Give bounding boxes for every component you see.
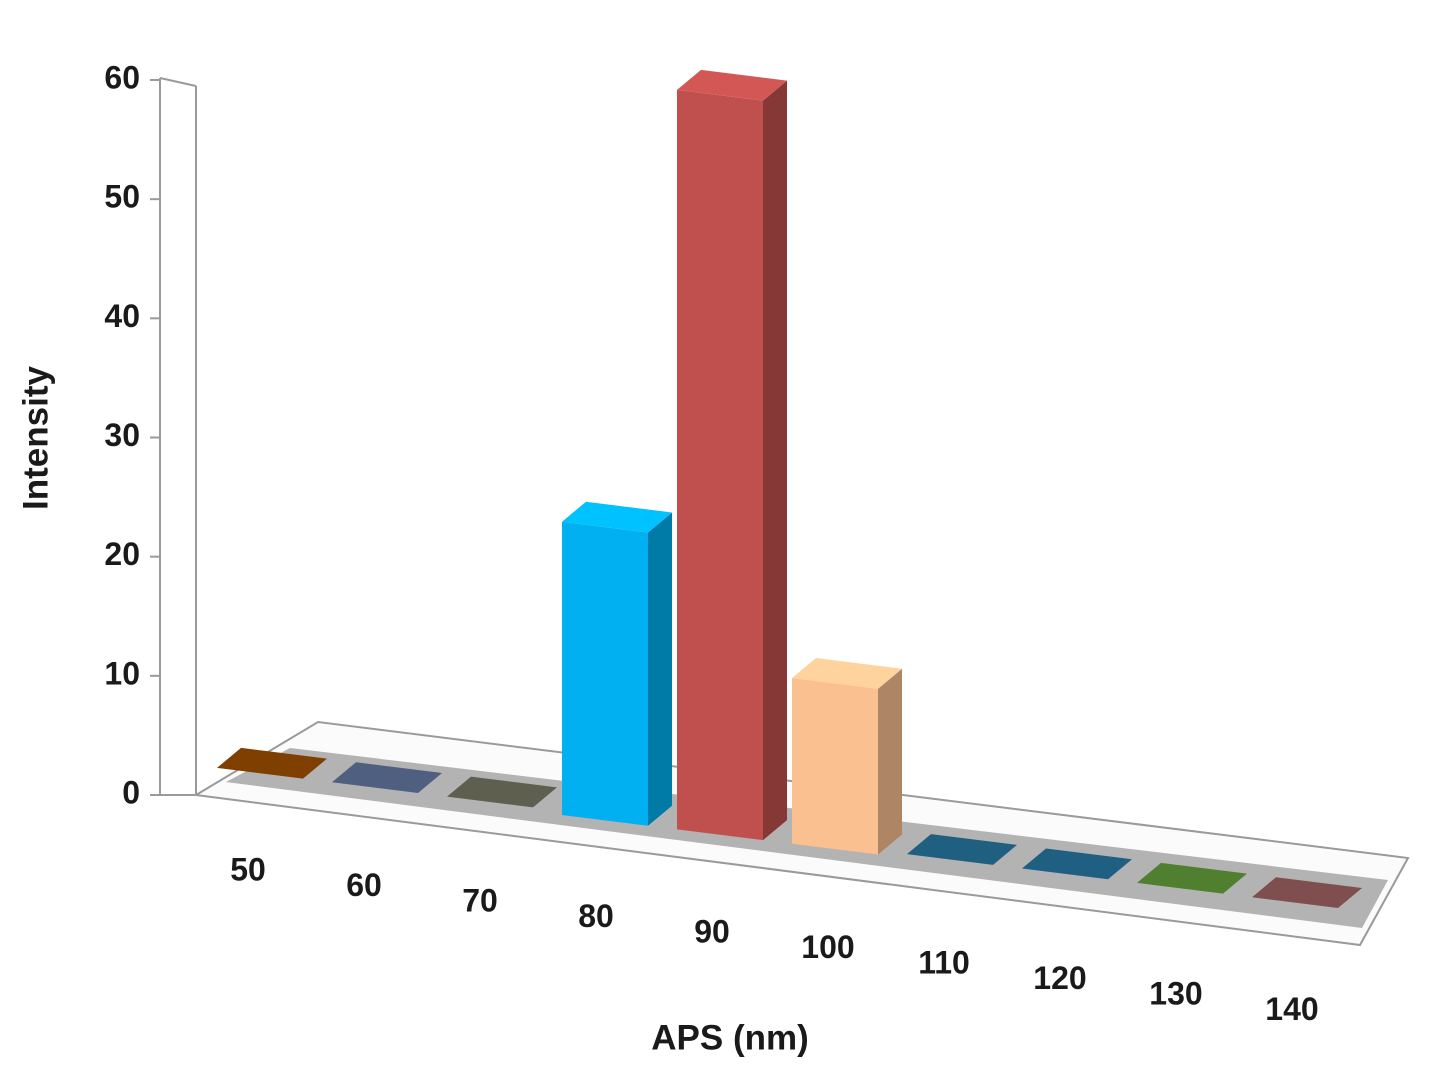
bar-flat xyxy=(332,762,442,793)
y-tick-label: 30 xyxy=(104,417,140,453)
bar-front xyxy=(562,521,648,826)
bar xyxy=(907,834,1017,865)
x-tick-label: 90 xyxy=(694,913,730,949)
bar xyxy=(1252,877,1362,908)
bar-top xyxy=(792,657,902,689)
y-tick-label: 20 xyxy=(104,536,140,572)
bar-side xyxy=(878,668,902,855)
bar xyxy=(562,501,672,826)
bar-side xyxy=(763,80,787,841)
bar xyxy=(1137,862,1247,894)
y-tick-label: 10 xyxy=(104,655,140,691)
bar xyxy=(447,776,557,808)
x-tick-label: 120 xyxy=(1033,960,1086,996)
bar xyxy=(217,747,327,779)
y-tick-label: 0 xyxy=(122,774,140,810)
bar-flat xyxy=(1022,848,1132,880)
bar-front xyxy=(677,89,763,841)
x-tick-label: 70 xyxy=(462,882,498,918)
bar xyxy=(332,762,442,793)
x-tick-label: 140 xyxy=(1265,991,1318,1027)
bar xyxy=(677,69,787,841)
bar-side xyxy=(648,512,672,826)
y-tick-label: 40 xyxy=(104,298,140,334)
bar-front xyxy=(792,677,878,855)
bar xyxy=(1022,848,1132,880)
bar-flat xyxy=(447,776,557,808)
x-tick-label: 130 xyxy=(1149,975,1202,1011)
bar-top xyxy=(677,69,787,101)
bar-flat xyxy=(907,834,1017,865)
y-axis-title: Intensity xyxy=(16,366,55,510)
bar-flat xyxy=(1137,862,1247,894)
x-tick-label: 80 xyxy=(578,898,614,934)
bar-top xyxy=(562,501,672,533)
bar-flat xyxy=(1252,877,1362,908)
x-tick-label: 50 xyxy=(230,851,266,887)
y-tick-label: 60 xyxy=(104,59,140,95)
x-axis-title: APS (nm) xyxy=(651,1018,809,1057)
bar xyxy=(792,657,902,855)
wall-edge xyxy=(159,77,197,87)
x-tick-label: 100 xyxy=(801,929,854,965)
x-tick-label: 60 xyxy=(346,867,382,903)
bar-flat xyxy=(217,747,327,779)
x-tick-label: 110 xyxy=(918,944,970,980)
y-tick-label: 50 xyxy=(104,179,140,215)
